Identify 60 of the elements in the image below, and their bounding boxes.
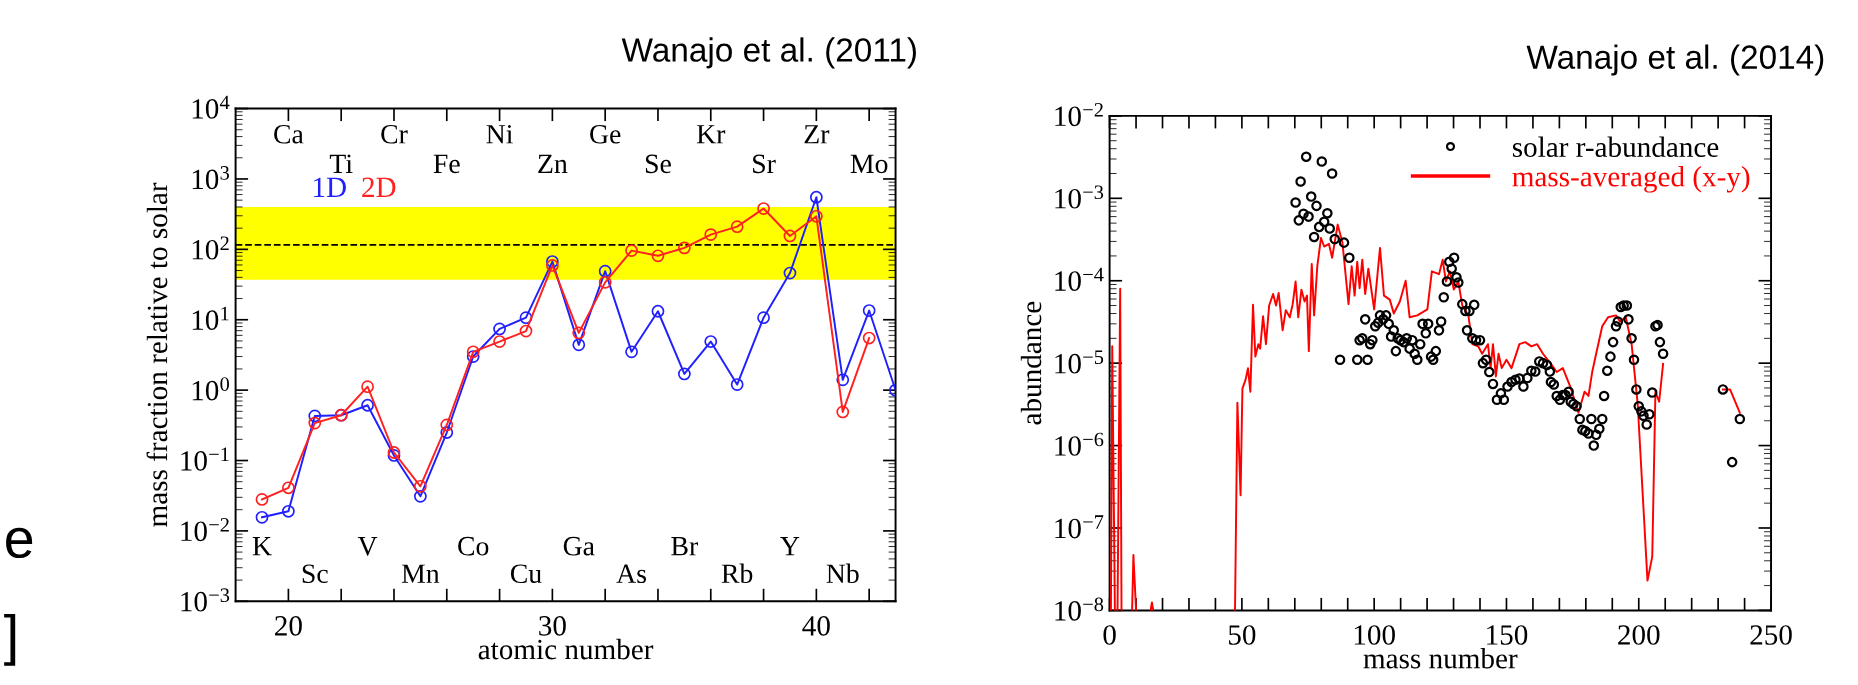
x-tick-label: 0 — [1103, 625, 1116, 645]
text: e — [6, 527, 33, 559]
y-tick-label: 10$^{4}$ — [192, 95, 230, 119]
annotation: Rb — [721, 563, 753, 584]
y-tick-label: 10$^{0}$ — [192, 377, 230, 401]
text: 2D — [362, 177, 396, 197]
annotation: Ca — [274, 124, 304, 144]
y-axis-title: mass fraction relative to solar — [146, 182, 168, 527]
chart-title: Wanajo et al. (2011) — [621, 37, 916, 69]
x-tick-label: 150 — [1487, 625, 1528, 645]
x-tick-label: 100 — [1354, 625, 1395, 645]
annotation: Y — [780, 537, 800, 556]
y-axis-title: abundance — [1020, 301, 1042, 425]
annotation: V — [357, 537, 378, 556]
y-tick-label: 10$^{−4}$ — [1055, 267, 1104, 291]
annotation: Zr — [804, 125, 830, 144]
annotation: Mn — [401, 564, 440, 583]
annotation: Cu — [510, 564, 542, 584]
annotation: Co — [458, 536, 489, 556]
x-tick-label: 20 — [275, 616, 302, 636]
x-axis-title: atomic number — [478, 638, 654, 660]
y-tick-label: 10$^{−2}$ — [181, 517, 229, 542]
y-tick-label: 10$^{−5}$ — [1055, 350, 1104, 374]
annotation: Ge — [590, 124, 621, 144]
annotation: Se — [645, 154, 671, 174]
x-axis-title: mass number — [1363, 647, 1518, 669]
y-tick-label: 10$^{1}$ — [192, 306, 229, 330]
annotation: Br — [671, 537, 699, 556]
text: ] — [4, 613, 16, 666]
annotation: Ni — [486, 124, 513, 144]
annotation: Zn — [538, 154, 568, 173]
y-tick-label: 10$^{−6}$ — [1055, 432, 1104, 456]
y-tick-label: 10$^{3}$ — [192, 166, 229, 190]
x-tick-label: 30 — [539, 616, 566, 636]
annotation: K — [252, 537, 272, 556]
y-tick-label: 10$^{−1}$ — [181, 447, 229, 471]
x-tick-label: 40 — [802, 616, 830, 636]
x-tick-label: 250 — [1750, 625, 1792, 645]
annotation: Ga — [563, 536, 595, 556]
y-tick-label: 10$^{−7}$ — [1055, 515, 1104, 539]
annotation: Kr — [696, 125, 726, 144]
y-tick-label: 10$^{−3}$ — [181, 588, 230, 612]
y-tick-label: 10$^{−2}$ — [1055, 102, 1103, 127]
annotation: Sr — [753, 154, 776, 174]
legend-label: mass-averaged (x-y) — [1512, 166, 1750, 193]
x-tick-label: 200 — [1618, 625, 1660, 645]
annotation: Sc — [302, 564, 328, 584]
y-tick-label: 10$^{−3}$ — [1055, 185, 1104, 209]
annotation: Cr — [381, 124, 408, 144]
annotation: As — [616, 564, 646, 584]
legend-label: solar r-abundance — [1512, 136, 1719, 158]
annotation: Nb — [826, 563, 859, 584]
x-tick-label: 50 — [1229, 625, 1256, 645]
text: 1D — [314, 177, 346, 197]
annotation: Fe — [433, 154, 460, 174]
y-tick-label: 10$^{−8}$ — [1055, 597, 1104, 621]
y-tick-label: 10$^{2}$ — [192, 236, 229, 260]
annotation: Mo — [850, 154, 888, 174]
chart-title: Wanajo et al. (2014) — [1526, 44, 1824, 76]
annotation: Ti — [329, 154, 353, 173]
